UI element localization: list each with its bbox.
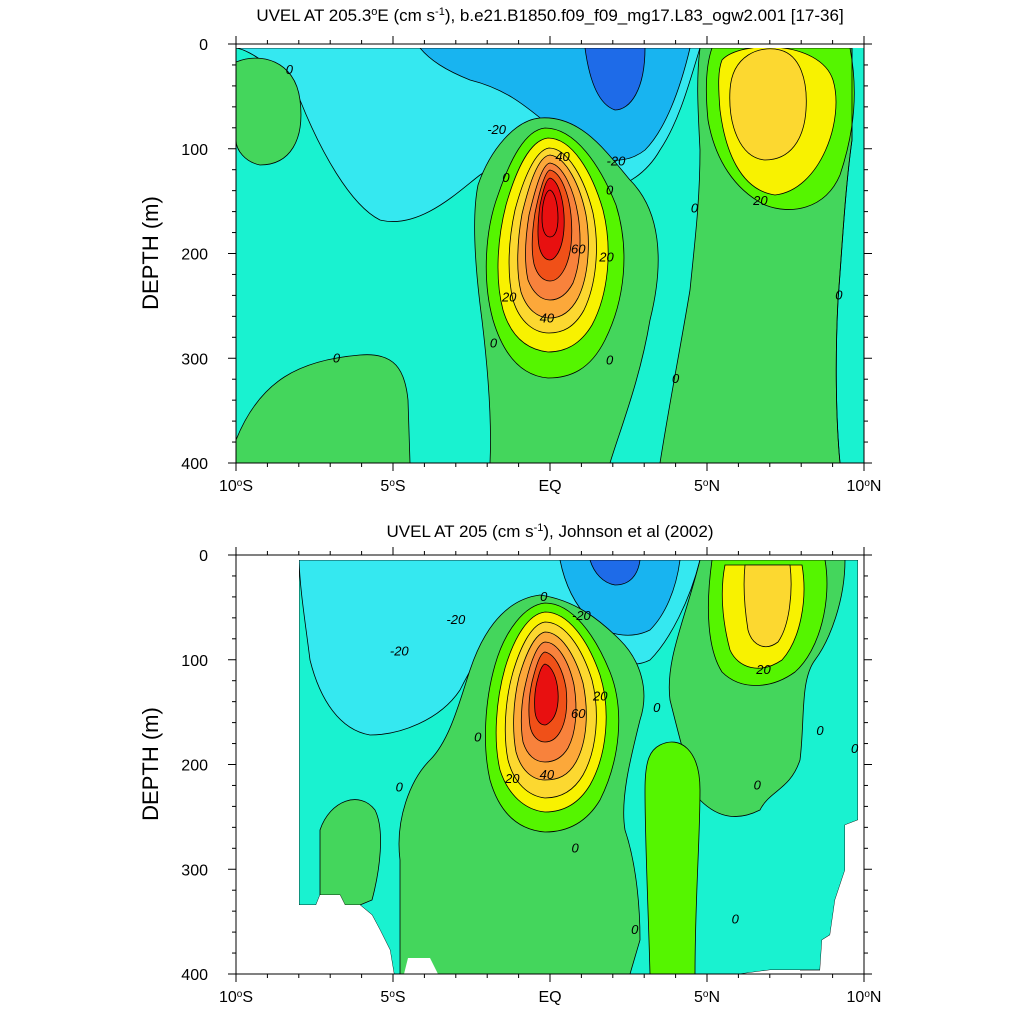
y-tick-label: 400 <box>181 967 208 984</box>
panel-observed: UVEL AT 205 (cm s-1), Johnson et al (200… <box>138 522 881 1006</box>
y-tick-label: 400 <box>181 456 208 473</box>
contour-label: 0 <box>286 62 294 77</box>
contour-label: 0 <box>333 350 341 365</box>
band-lt-neg30-obs <box>589 559 641 586</box>
contour-label: 0 <box>606 352 614 367</box>
contour-label: 40 <box>540 767 555 782</box>
contour-label: 40 <box>540 310 555 325</box>
contour-field-model <box>236 44 864 463</box>
band-lt-neg30-surface <box>584 47 646 111</box>
x-tick-label: 10oS <box>219 989 253 1007</box>
y-tick-label: 100 <box>181 142 208 159</box>
x-tick-label: EQ <box>538 989 561 1006</box>
contour-label: 0 <box>631 922 639 937</box>
no-data-mask-east <box>820 555 864 974</box>
x-tick-label: 5oN <box>694 989 720 1007</box>
x-tick-label: 10oS <box>219 478 253 496</box>
contour-label: -20 <box>390 643 410 658</box>
contour-label: 0 <box>572 840 580 855</box>
x-tick-label: 5oS <box>380 478 405 496</box>
no-data-mask-bottom <box>404 958 800 974</box>
panel-model: UVEL AT 205.3oE (cm s-1), b.e21.B1850.f0… <box>138 6 881 495</box>
contour-label: 0 <box>851 741 859 756</box>
contour-label: -20 <box>607 153 627 168</box>
y-tick-label: 0 <box>199 37 208 54</box>
y-tick-label: 200 <box>181 247 208 264</box>
band-0-10-obs-tongue <box>644 741 701 974</box>
contour-label: 60 <box>571 706 586 721</box>
no-data-mask <box>236 555 394 974</box>
contour-label: 0 <box>732 912 740 927</box>
band-30-40-obs-east <box>743 564 792 647</box>
contour-label: 0 <box>502 170 510 185</box>
contour-line-east <box>835 48 853 463</box>
contour-label: 20 <box>598 250 614 265</box>
y-axis-title-model: DEPTH (m) <box>138 196 163 310</box>
contour-label: 0 <box>606 183 614 198</box>
contour-label: 40 <box>555 149 570 164</box>
contour-label: 0 <box>474 729 482 744</box>
x-tick-label: 5oN <box>694 478 720 496</box>
contour-label: 0 <box>754 777 762 792</box>
panel-title-observed: UVEL AT 205 (cm s-1), Johnson et al (200… <box>387 522 714 541</box>
contour-label: 0 <box>816 723 824 738</box>
surface-gap <box>236 44 864 48</box>
band-0-10-west-top <box>236 57 302 166</box>
y-tick-label: 200 <box>181 758 208 775</box>
contour-label: 20 <box>755 662 771 677</box>
contour-label: 20 <box>592 688 608 703</box>
x-tick-label: 10oN <box>847 478 882 496</box>
surface-gap-obs <box>236 555 864 560</box>
contour-label: -20 <box>487 122 507 137</box>
contour-label: 0 <box>490 336 498 351</box>
contour-label: 20 <box>504 771 520 786</box>
band-ge70-obs-euc <box>534 663 559 726</box>
contour-field-observed <box>236 555 864 974</box>
band-0-10-west-bottom <box>236 354 411 463</box>
contour-label: 0 <box>835 287 843 302</box>
band-0-10-obs-sw <box>319 799 381 906</box>
y-tick-label: 0 <box>199 548 208 565</box>
contour-label: 60 <box>571 241 586 256</box>
y-tick-label: 300 <box>181 351 208 368</box>
contour-label: -20 <box>572 608 592 623</box>
contour-label: -20 <box>446 612 466 627</box>
contour-label: 20 <box>752 193 768 208</box>
contour-label: 0 <box>691 200 699 215</box>
contour-labels-observed: 0 -20 -20 -20 20 60 0 20 0 40 20 0 0 0 0 0 0 0 <box>390 589 859 937</box>
panel-title-model: UVEL AT 205.3oE (cm s-1), b.e21.B1850.f0… <box>256 6 843 25</box>
band-30-40-east <box>729 48 807 161</box>
contour-label: 0 <box>653 700 661 715</box>
band-ge70-euc-inner <box>541 189 559 238</box>
x-tick-label: EQ <box>538 478 561 495</box>
contour-label: 0 <box>540 589 548 604</box>
contour-label: 0 <box>672 371 680 386</box>
y-tick-label: 100 <box>181 653 208 670</box>
y-tick-label: 300 <box>181 862 208 879</box>
contour-labels-model: 0 -20 -20 0 40 0 0 20 60 20 20 40 0 0 0 0 0 <box>286 62 844 386</box>
contour-label: 20 <box>501 289 517 304</box>
y-axis-title-observed: DEPTH (m) <box>138 707 163 821</box>
x-tick-label: 5oS <box>380 989 405 1007</box>
x-tick-label: 10oN <box>847 989 882 1007</box>
contour-label: 0 <box>396 780 404 795</box>
